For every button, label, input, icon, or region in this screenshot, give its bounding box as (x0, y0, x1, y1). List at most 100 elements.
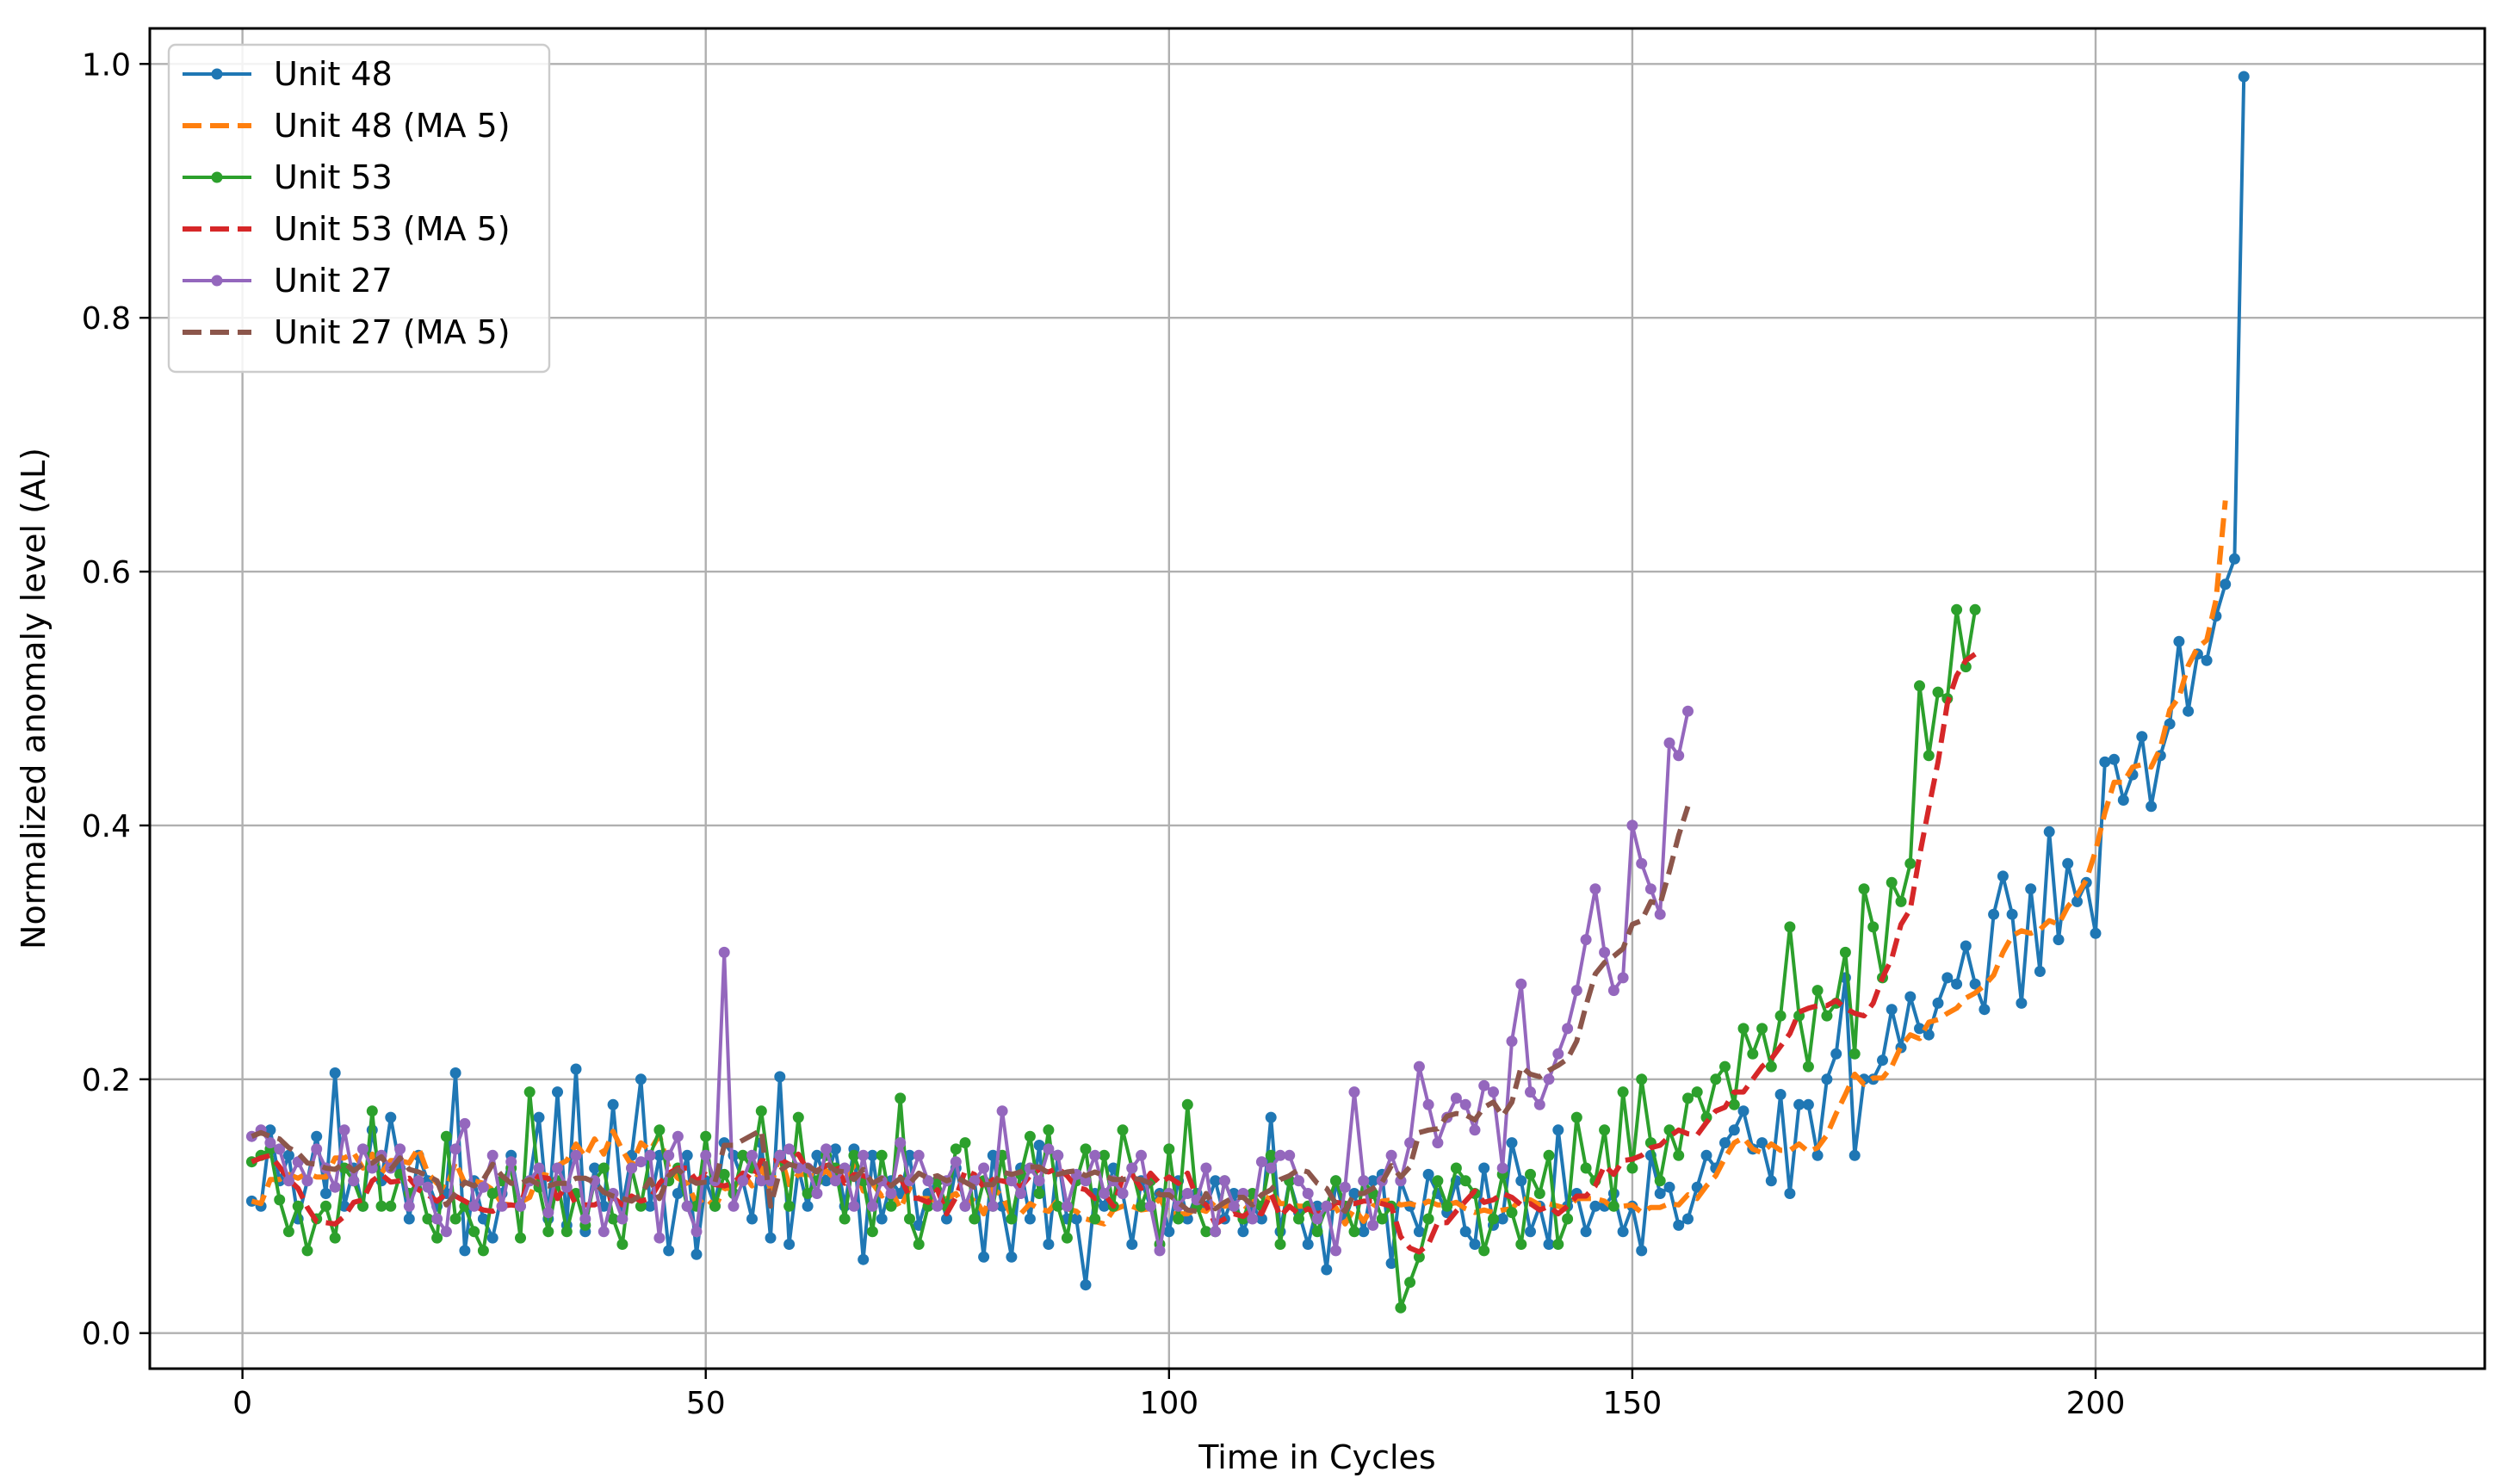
data-point (1496, 1162, 1508, 1174)
data-point (1774, 1010, 1787, 1022)
data-point (1914, 1023, 1925, 1035)
data-point (2109, 753, 2120, 765)
data-point (2183, 705, 2195, 717)
x-tick-label: 50 (686, 1386, 726, 1421)
data-point (1589, 883, 1601, 895)
data-point (1552, 1124, 1564, 1136)
data-point (1700, 1149, 1712, 1161)
data-point (2034, 966, 2046, 977)
data-point (858, 1253, 870, 1265)
legend-marker (211, 171, 223, 183)
data-point (802, 1188, 814, 1199)
legend-entry: Unit 53 (MA 5) (183, 210, 511, 248)
legend-entry: Unit 48 (183, 55, 393, 93)
data-point (1043, 1124, 1055, 1136)
data-point (320, 1188, 331, 1199)
data-point (1589, 1200, 1601, 1212)
data-point (1255, 1156, 1267, 1168)
data-point (1367, 1175, 1379, 1187)
data-point (718, 1168, 730, 1180)
data-point (264, 1137, 276, 1149)
data-point (2136, 731, 2148, 743)
data-point (1960, 940, 1972, 952)
data-point (672, 1130, 684, 1142)
series-2 (251, 500, 2228, 1227)
data-point (1654, 1175, 1666, 1187)
data-point (1599, 1124, 1611, 1136)
data-point (1237, 1226, 1249, 1238)
data-point (375, 1200, 387, 1212)
data-point (895, 1188, 907, 1199)
data-point (1673, 1219, 1685, 1231)
data-point (1385, 1149, 1397, 1161)
data-point (1580, 1162, 1592, 1174)
data-point (1765, 1175, 1777, 1187)
legend-box (167, 43, 551, 374)
data-point (876, 1213, 888, 1225)
data-point (1033, 1140, 1045, 1151)
data-point (1154, 1245, 1166, 1257)
data-point (1459, 1175, 1471, 1187)
data-point (329, 1232, 341, 1244)
data-point (1089, 1149, 1101, 1161)
series-line (251, 500, 2228, 1227)
data-point (1941, 972, 1954, 984)
data-point (1710, 1073, 1722, 1085)
data-point (2090, 927, 2102, 939)
data-point (821, 1143, 833, 1155)
data-point (329, 1181, 341, 1193)
data-point (338, 1124, 350, 1136)
data-point (941, 1213, 952, 1225)
data-point (1181, 1188, 1193, 1199)
data-point (1432, 1137, 1444, 1149)
data-point (1737, 1023, 1749, 1035)
data-point (1914, 680, 1925, 692)
data-point (1274, 1149, 1286, 1161)
data-point (1218, 1175, 1230, 1187)
data-point (1886, 1004, 1898, 1016)
legend-label: Unit 27 (MA 5) (274, 313, 511, 351)
data-point (1024, 1213, 1036, 1225)
data-point (1459, 1098, 1471, 1110)
legend-label: Unit 53 (MA 5) (274, 210, 511, 248)
data-point (616, 1239, 629, 1250)
data-point (1302, 1239, 1314, 1250)
data-point (1339, 1181, 1351, 1193)
data-point (1654, 1188, 1666, 1199)
x-tick-label: 150 (1603, 1386, 1663, 1421)
data-point (950, 1156, 962, 1168)
data-point (486, 1232, 499, 1244)
data-point (932, 1200, 944, 1212)
data-point (1867, 921, 1879, 933)
data-point (1052, 1200, 1064, 1212)
data-point (1932, 997, 1944, 1009)
legend-marker (211, 275, 223, 287)
data-point (292, 1200, 304, 1212)
data-point (440, 1130, 452, 1142)
data-point (1691, 1086, 1703, 1098)
legend-label: Unit 27 (274, 262, 393, 300)
data-point (653, 1124, 666, 1136)
legend-label: Unit 48 (MA 5) (274, 107, 511, 145)
data-point (1311, 1226, 1323, 1238)
data-point (1682, 705, 1694, 717)
series-6 (251, 805, 1691, 1215)
data-point (459, 1117, 471, 1129)
legend-entry: Unit 53 (183, 158, 393, 196)
data-point (746, 1149, 758, 1161)
data-point (718, 946, 730, 958)
data-point (1525, 1226, 1536, 1238)
data-point (996, 1105, 1008, 1117)
data-point (366, 1162, 378, 1174)
data-point (1774, 1089, 1787, 1100)
data-point (700, 1130, 712, 1142)
data-point (1673, 1149, 1685, 1161)
data-point (598, 1226, 610, 1238)
data-point (783, 1200, 796, 1212)
data-point (552, 1162, 563, 1174)
data-point (1422, 1213, 1434, 1225)
data-point (2062, 857, 2074, 869)
data-point (1432, 1175, 1444, 1187)
data-point (1543, 1239, 1555, 1250)
data-point (1330, 1245, 1341, 1257)
